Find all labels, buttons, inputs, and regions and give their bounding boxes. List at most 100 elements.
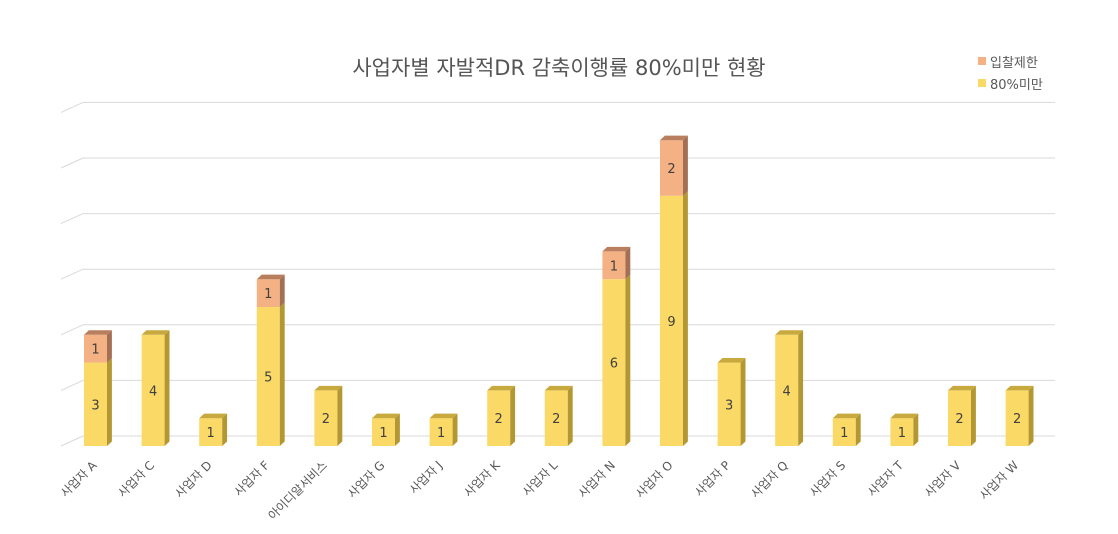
- bar-top: [314, 385, 343, 391]
- x-tick-label: 사업자 W: [977, 458, 1022, 503]
- bar-side: [164, 330, 170, 446]
- bar-segment: [429, 418, 453, 446]
- bar-side: [913, 413, 919, 446]
- bar-segment: [775, 334, 799, 446]
- bar-segment: [141, 334, 165, 446]
- legend-swatch: [978, 79, 986, 87]
- x-tick-label: 사업자 C: [115, 458, 157, 500]
- data-label: 1: [898, 426, 906, 441]
- bar-side: [395, 413, 400, 446]
- bar-top: [544, 385, 573, 391]
- x-tick-label: 사업자 A: [58, 458, 100, 500]
- data-label: 9: [667, 315, 675, 330]
- data-label: 1: [437, 426, 445, 441]
- bar-segment: [602, 251, 626, 280]
- bar-top: [84, 330, 112, 335]
- data-label: 5: [264, 371, 272, 386]
- x-tick-label: 사업자 O: [633, 458, 676, 501]
- bar-top: [948, 385, 976, 391]
- x-tick-label: 사업자 L: [520, 458, 561, 499]
- bar-side: [510, 385, 516, 446]
- bar-top: [199, 413, 228, 419]
- bar-top: [487, 385, 516, 391]
- x-tick-label: 사업자 Q: [748, 458, 791, 501]
- gridline-side: [60, 157, 84, 169]
- x-tick-label: 사업자 P: [692, 458, 733, 499]
- bar-side: [107, 358, 112, 446]
- chart-title: 사업자별 자발적DR 감축이행률 80%미만 현황: [352, 56, 766, 80]
- data-label: 4: [149, 384, 157, 399]
- legend-swatch: [978, 57, 986, 65]
- bar-side: [683, 135, 688, 196]
- bar-segment: [1005, 390, 1029, 446]
- bar-segment: [256, 279, 280, 307]
- data-label: 2: [955, 412, 963, 427]
- bar-top: [602, 246, 631, 252]
- bar-side: [337, 385, 343, 446]
- data-label: 1: [91, 343, 99, 358]
- bar-segment: [660, 140, 683, 196]
- legend-item-bid-restriction: 입찰제한: [978, 50, 1043, 72]
- bar-side: [798, 330, 804, 446]
- bar-top: [141, 330, 170, 335]
- bar-side: [279, 274, 285, 307]
- x-tick-label: 사업자 F: [232, 458, 273, 499]
- bar-segment: [890, 418, 914, 446]
- x-tick-label: 사업자 G: [345, 458, 388, 501]
- bar-segment: [602, 279, 626, 446]
- bar-segment: [948, 390, 971, 446]
- data-label: 6: [610, 357, 618, 372]
- bar-top: [832, 413, 861, 419]
- bar-side: [222, 413, 228, 446]
- legend-label: 80%미만: [990, 77, 1043, 93]
- gridline-side: [60, 324, 84, 336]
- bar-top: [890, 413, 919, 419]
- x-tick-label: 사업자 N: [576, 458, 618, 500]
- bar-top: [256, 274, 285, 280]
- data-label: 4: [783, 384, 791, 399]
- data-label: 2: [495, 412, 503, 427]
- gridline-side: [60, 379, 84, 391]
- data-label: 1: [264, 287, 272, 302]
- bar-side: [740, 358, 746, 446]
- bar-segment: [199, 418, 223, 446]
- x-tick-label: 사업자 K: [461, 457, 503, 499]
- x-tick-label: 사업자 J: [407, 458, 446, 497]
- bar-segment: [84, 334, 107, 363]
- bar-side: [567, 385, 573, 446]
- bar-segment: [256, 307, 280, 446]
- bar-top: [372, 413, 400, 419]
- x-tick-label: 아이디알서비스: [265, 458, 330, 523]
- bar-side: [683, 191, 688, 446]
- gridline-side: [60, 435, 84, 447]
- data-label: 1: [207, 426, 215, 441]
- bar-segment: [717, 362, 741, 446]
- bar-top: [717, 358, 746, 363]
- data-label: 1: [840, 426, 848, 441]
- bar-side: [971, 385, 976, 446]
- bar-segment: [832, 418, 856, 446]
- legend: 입찰제한 80%미만: [978, 50, 1043, 94]
- data-label: 2: [667, 162, 675, 177]
- data-label: 1: [379, 426, 387, 441]
- bar-top: [429, 413, 458, 419]
- bar-side: [452, 413, 458, 446]
- bar-side: [107, 330, 112, 363]
- bar-segment: [660, 195, 683, 446]
- legend-item-under-80: 80%미만: [978, 72, 1043, 94]
- data-label: 2: [552, 412, 560, 427]
- bar-side: [625, 274, 631, 446]
- gridline-side: [60, 268, 84, 280]
- data-label: 2: [1013, 412, 1021, 427]
- x-tick-label: 사업자 S: [807, 458, 848, 499]
- bar-segment: [314, 390, 338, 446]
- bar-side: [625, 246, 631, 280]
- bar-side: [1028, 385, 1034, 446]
- x-tick-label: 사업자 T: [865, 458, 907, 500]
- data-label: 1: [610, 259, 618, 274]
- gridline-side: [60, 101, 84, 113]
- bar-top: [1005, 385, 1034, 391]
- data-label: 2: [322, 412, 330, 427]
- data-label: 3: [91, 398, 99, 413]
